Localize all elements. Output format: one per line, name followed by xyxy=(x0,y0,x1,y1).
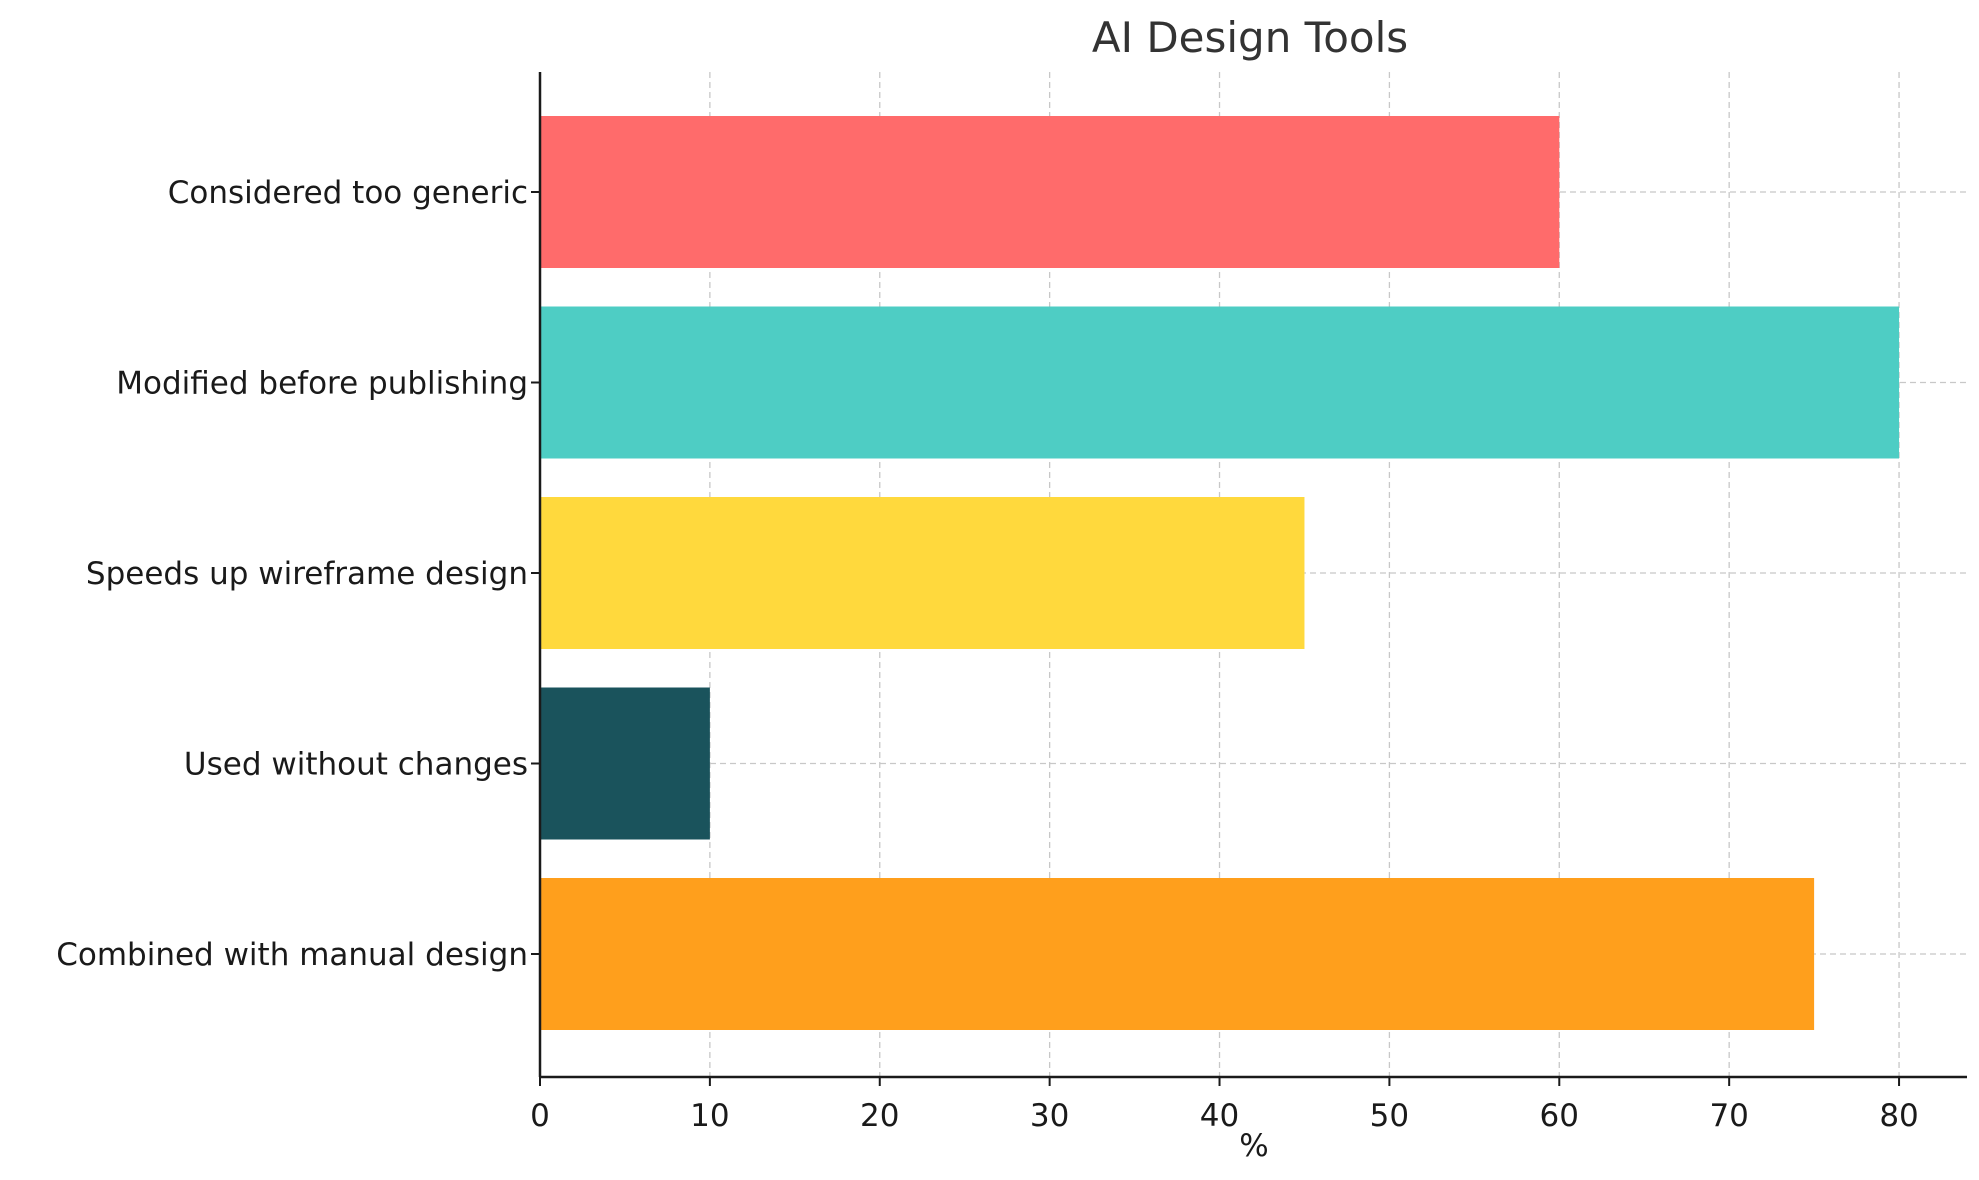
chart-title: AI Design Tools xyxy=(1092,13,1408,62)
x-tick-label: 60 xyxy=(1540,1098,1579,1134)
x-tick-label: 40 xyxy=(1200,1098,1239,1134)
x-tick-label: 30 xyxy=(1030,1098,1069,1134)
x-tick-label: 0 xyxy=(530,1098,550,1134)
x-tick-label: 80 xyxy=(1879,1098,1918,1134)
bar xyxy=(540,878,1815,1030)
category-label: Combined with manual design xyxy=(56,937,528,973)
category-label: Modified before publishing xyxy=(116,366,528,402)
bar xyxy=(540,687,710,840)
x-axis-label: % xyxy=(1239,1128,1268,1164)
category-label: Used without changes xyxy=(184,747,528,783)
category-label: Speeds up wireframe design xyxy=(86,556,528,592)
category-label: Considered too generic xyxy=(168,175,528,211)
x-tick-label: 20 xyxy=(860,1098,899,1134)
bar xyxy=(540,116,1560,268)
x-ticks: 0 10 20 30 40 50 60 70 80 xyxy=(530,191,1919,1134)
bar xyxy=(540,497,1305,649)
bars xyxy=(540,116,1900,1030)
x-tick-label: 50 xyxy=(1370,1098,1409,1134)
x-tick-label: 70 xyxy=(1709,1098,1748,1134)
category-labels: Considered too generic Modified before pu… xyxy=(56,175,528,973)
x-tick-label: 10 xyxy=(690,1098,729,1134)
bar xyxy=(540,306,1900,459)
